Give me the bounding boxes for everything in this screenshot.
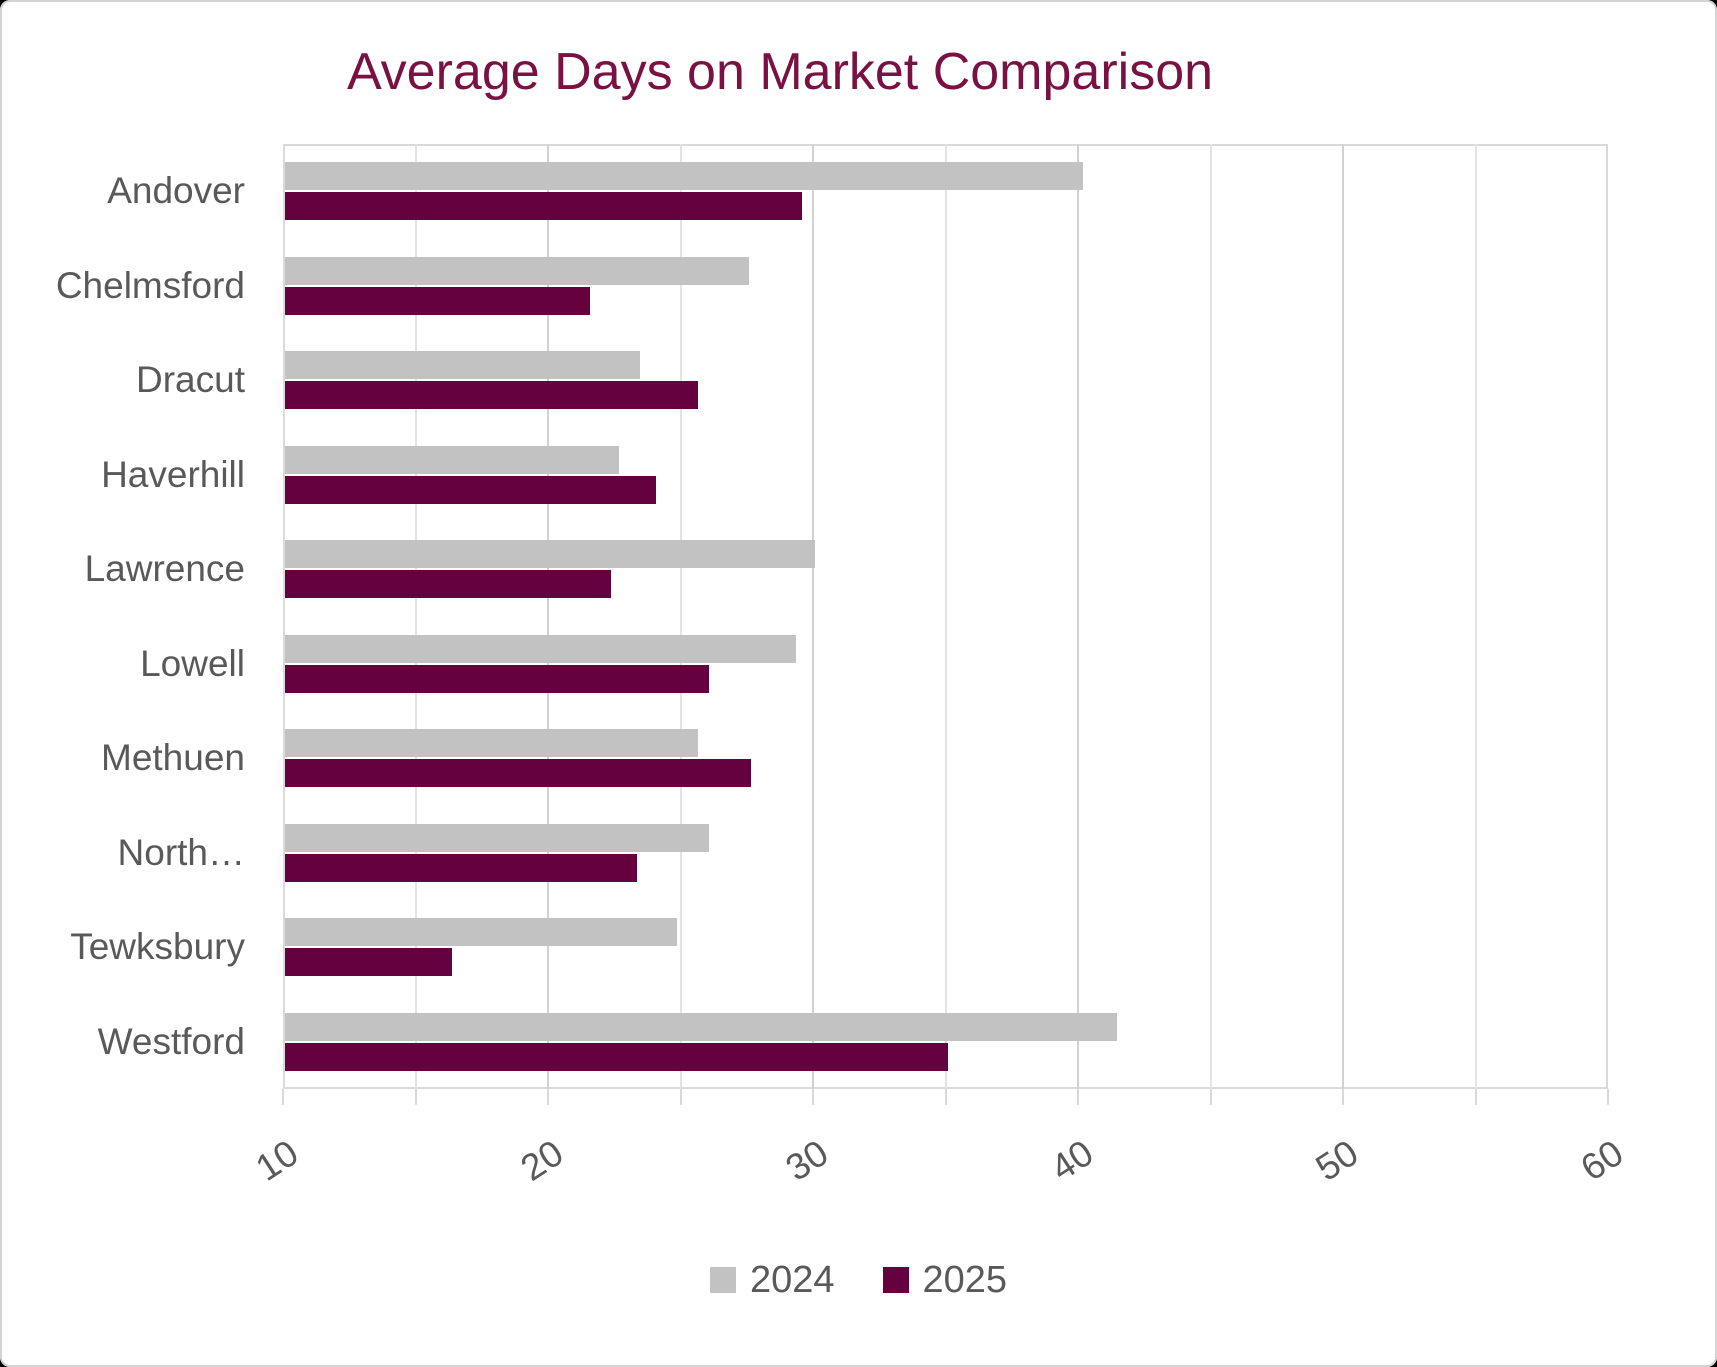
bar-2025-chelmsford bbox=[285, 286, 590, 315]
axis-tick-25 bbox=[679, 1089, 682, 1105]
gridline-50 bbox=[1342, 144, 1344, 1089]
bar-2025-dracut bbox=[285, 381, 699, 409]
axis-tick-50 bbox=[1342, 1089, 1344, 1105]
bar-2025-haverhill bbox=[285, 475, 656, 504]
bar-2024-lawrence bbox=[285, 540, 815, 568]
bar-2024-tewksbury bbox=[285, 918, 678, 946]
gridline-25 bbox=[679, 144, 682, 1089]
bar-2024-dracut bbox=[285, 351, 641, 379]
gridline-30 bbox=[812, 144, 814, 1089]
bar-2024-methuen bbox=[285, 729, 699, 757]
axis-tick-35 bbox=[944, 1089, 947, 1105]
legend-label-2025: 2025 bbox=[922, 1259, 1008, 1301]
bar-2025-tewksbury bbox=[285, 948, 452, 976]
gridline-35 bbox=[944, 144, 947, 1089]
bar-2024-andover bbox=[285, 162, 1083, 190]
category-label-dracut: Dracut bbox=[136, 359, 245, 401]
gridline-20 bbox=[547, 144, 549, 1089]
axis-tick-60 bbox=[1607, 1089, 1609, 1105]
bar-2024-lowell bbox=[285, 634, 797, 663]
axis-tick-45 bbox=[1209, 1089, 1212, 1105]
bar-2024-chelmsford bbox=[285, 256, 749, 285]
bar-2025-westford bbox=[285, 1042, 948, 1071]
category-label-lowell: Lowell bbox=[140, 642, 245, 684]
gridline-40 bbox=[1077, 144, 1079, 1089]
x-axis-label-10: 10 bbox=[248, 1132, 306, 1189]
axis-tick-55 bbox=[1474, 1089, 1477, 1105]
x-axis-label-30: 30 bbox=[778, 1132, 836, 1189]
category-label-lawrence: Lawrence bbox=[84, 548, 245, 590]
legend-item-2024: 2024 bbox=[709, 1258, 835, 1302]
x-axis-label-50: 50 bbox=[1308, 1132, 1366, 1189]
gridline-15 bbox=[414, 144, 417, 1089]
bar-2024-north bbox=[285, 823, 709, 852]
axis-tick-40 bbox=[1077, 1089, 1079, 1105]
x-axis-label-20: 20 bbox=[513, 1132, 571, 1189]
category-label-westford: Westford bbox=[97, 1020, 245, 1062]
x-axis-label-60: 60 bbox=[1573, 1132, 1631, 1189]
bar-2024-westford bbox=[285, 1012, 1118, 1041]
axis-tick-30 bbox=[812, 1089, 814, 1105]
bar-2025-north bbox=[285, 853, 638, 882]
legend-item-2025: 2025 bbox=[882, 1258, 1008, 1302]
category-label-andover: Andover bbox=[107, 170, 245, 212]
legend: 2024 2025 bbox=[0, 1258, 1717, 1302]
bar-2025-lawrence bbox=[285, 570, 611, 598]
category-label-methuen: Methuen bbox=[101, 737, 245, 779]
gridline-55 bbox=[1474, 144, 1477, 1089]
axis-tick-10 bbox=[282, 1089, 284, 1105]
legend-swatch-2024 bbox=[709, 1267, 736, 1293]
legend-swatch-2025 bbox=[882, 1267, 909, 1293]
bar-2025-andover bbox=[285, 192, 802, 220]
plot-area bbox=[283, 144, 1608, 1089]
axis-tick-15 bbox=[414, 1089, 417, 1105]
category-label-haverhill: Haverhill bbox=[101, 453, 245, 495]
gridline-45 bbox=[1209, 144, 1212, 1089]
axis-tick-20 bbox=[547, 1089, 549, 1105]
chart-title: Average Days on Market Comparison bbox=[346, 43, 1214, 101]
bar-2025-methuen bbox=[285, 759, 752, 787]
bar-2024-haverhill bbox=[285, 445, 619, 474]
category-label-north: North… bbox=[117, 831, 245, 873]
category-label-chelmsford: Chelmsford bbox=[55, 264, 245, 306]
legend-label-2024: 2024 bbox=[749, 1259, 835, 1301]
x-axis-label-40: 40 bbox=[1043, 1132, 1101, 1189]
category-label-tewksbury: Tewksbury bbox=[70, 926, 245, 968]
bar-2025-lowell bbox=[285, 664, 709, 693]
